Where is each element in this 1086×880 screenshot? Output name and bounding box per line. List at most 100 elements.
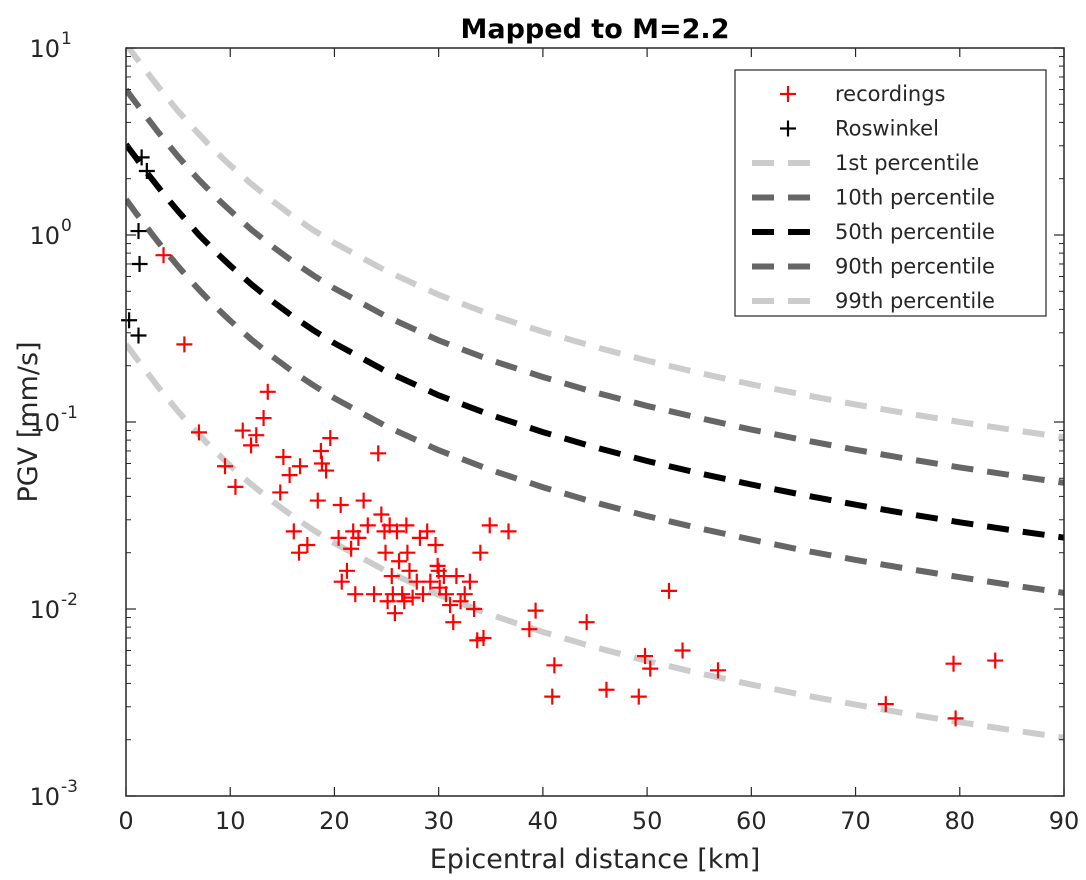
data-point-recordings	[330, 529, 347, 546]
data-point-recordings	[461, 573, 478, 590]
y-tick-exponent: -3	[61, 777, 78, 797]
data-point-recordings	[355, 492, 372, 509]
data-point-recordings	[456, 586, 473, 603]
data-point-recordings	[445, 614, 462, 631]
data-point-recordings	[377, 544, 394, 561]
series-line-99th-percentile	[126, 48, 1064, 441]
data-point-recordings	[347, 586, 364, 603]
data-point-recordings	[248, 427, 265, 444]
data-point-recordings	[318, 462, 335, 479]
legend-marker-roswinkel	[780, 120, 796, 137]
data-point-recordings	[309, 492, 326, 509]
data-point-recordings	[408, 573, 425, 590]
data-point-recordings	[332, 496, 349, 513]
percentile-curves	[126, 48, 1064, 741]
x-axis-label: Epicentral distance [km]	[430, 844, 761, 875]
data-point-recordings	[285, 523, 302, 540]
data-point-recordings	[313, 455, 330, 472]
data-point-recordings	[350, 529, 367, 546]
y-tick-exponent: 0	[61, 216, 72, 236]
legend-label-1st-percentile: 1st percentile	[835, 151, 979, 175]
data-point-roswinkel	[121, 312, 138, 329]
data-point-roswinkel	[130, 223, 147, 240]
data-point-recordings	[630, 688, 647, 705]
legend-label-90th-percentile: 90th percentile	[835, 255, 995, 279]
legend-item-99th-percentile: 99th percentile	[752, 289, 995, 313]
x-tick-label: 90	[1049, 807, 1080, 835]
data-point-recordings	[243, 437, 260, 454]
data-point-recordings	[383, 568, 400, 585]
data-point-recordings	[437, 586, 454, 603]
data-point-recordings	[396, 593, 413, 610]
series-line-1st-percentile	[126, 342, 1064, 741]
data-point-recordings	[411, 529, 428, 546]
data-point-recordings	[386, 605, 403, 622]
data-point-recordings	[442, 597, 459, 614]
legend-box	[734, 69, 1047, 317]
data-point-roswinkel	[131, 255, 148, 272]
data-point-recordings	[877, 696, 894, 713]
data-point-recordings	[388, 523, 405, 540]
data-point-recordings	[544, 688, 561, 705]
series-line-90th-percentile	[126, 87, 1064, 486]
data-point-recordings	[419, 523, 436, 540]
data-point-recordings	[370, 445, 387, 462]
data-point-recordings	[404, 589, 421, 606]
legend: recordings Roswinkel 1st percentile 10th pe…	[734, 69, 1047, 317]
data-point-recordings	[292, 458, 309, 475]
legend-item-1st-percentile: 1st percentile	[752, 151, 979, 175]
data-point-recordings	[546, 657, 563, 674]
data-point-recordings	[190, 424, 207, 441]
y-tick-exponent: -1	[61, 403, 78, 423]
data-point-recordings	[521, 621, 538, 638]
x-tick-label: 60	[736, 807, 767, 835]
data-point-recordings	[500, 523, 517, 540]
data-point-recordings	[176, 336, 193, 353]
y-tick-label: 10	[29, 409, 60, 437]
data-point-recordings	[637, 648, 654, 665]
data-point-recordings	[598, 681, 615, 698]
data-point-recordings	[234, 422, 251, 439]
data-point-recordings	[674, 642, 691, 659]
data-point-recordings	[299, 536, 316, 553]
data-point-roswinkel	[133, 149, 150, 166]
data-point-recordings	[427, 536, 444, 553]
y-axis-label: PGV [mm/s]	[13, 341, 44, 502]
legend-item-roswinkel: Roswinkel	[780, 117, 939, 141]
data-point-recordings	[275, 448, 292, 465]
y-tick-exponent: 1	[61, 29, 72, 49]
legend-label-recordings: recordings	[835, 82, 946, 106]
y-tick-label: 10	[29, 222, 60, 250]
data-point-recordings	[333, 573, 350, 590]
data-point-recordings	[945, 655, 962, 672]
data-point-roswinkel	[138, 162, 155, 179]
y-tick-label: 10	[29, 596, 60, 624]
data-point-recordings	[472, 544, 489, 561]
data-point-recordings	[642, 660, 659, 677]
data-point-recordings	[401, 562, 418, 579]
x-tick-label: 10	[215, 807, 246, 835]
legend-item-recordings: recordings	[780, 82, 946, 106]
data-point-recordings	[415, 586, 432, 603]
y-tick-label: 10	[29, 783, 60, 811]
legend-label-50th-percentile: 50th percentile	[835, 220, 995, 244]
data-point-recordings	[452, 593, 469, 610]
x-tick-label: 40	[528, 807, 559, 835]
data-point-recordings	[155, 247, 172, 264]
data-point-recordings	[709, 662, 726, 679]
y-tick-exponent: -2	[61, 590, 78, 610]
data-markers	[121, 149, 1004, 727]
chart-title: Mapped to M=2.2	[461, 14, 730, 45]
data-point-recordings	[399, 544, 416, 561]
data-point-recordings	[255, 410, 272, 427]
legend-marker-recordings	[780, 86, 796, 102]
data-point-recordings	[373, 506, 390, 523]
x-tick-label: 50	[632, 807, 663, 835]
data-point-recordings	[527, 602, 544, 619]
data-point-recordings	[947, 710, 964, 727]
data-point-recordings	[291, 544, 308, 561]
legend-item-90th-percentile: 90th percentile	[752, 255, 995, 279]
data-point-recordings	[227, 478, 244, 495]
data-point-recordings	[422, 573, 439, 590]
